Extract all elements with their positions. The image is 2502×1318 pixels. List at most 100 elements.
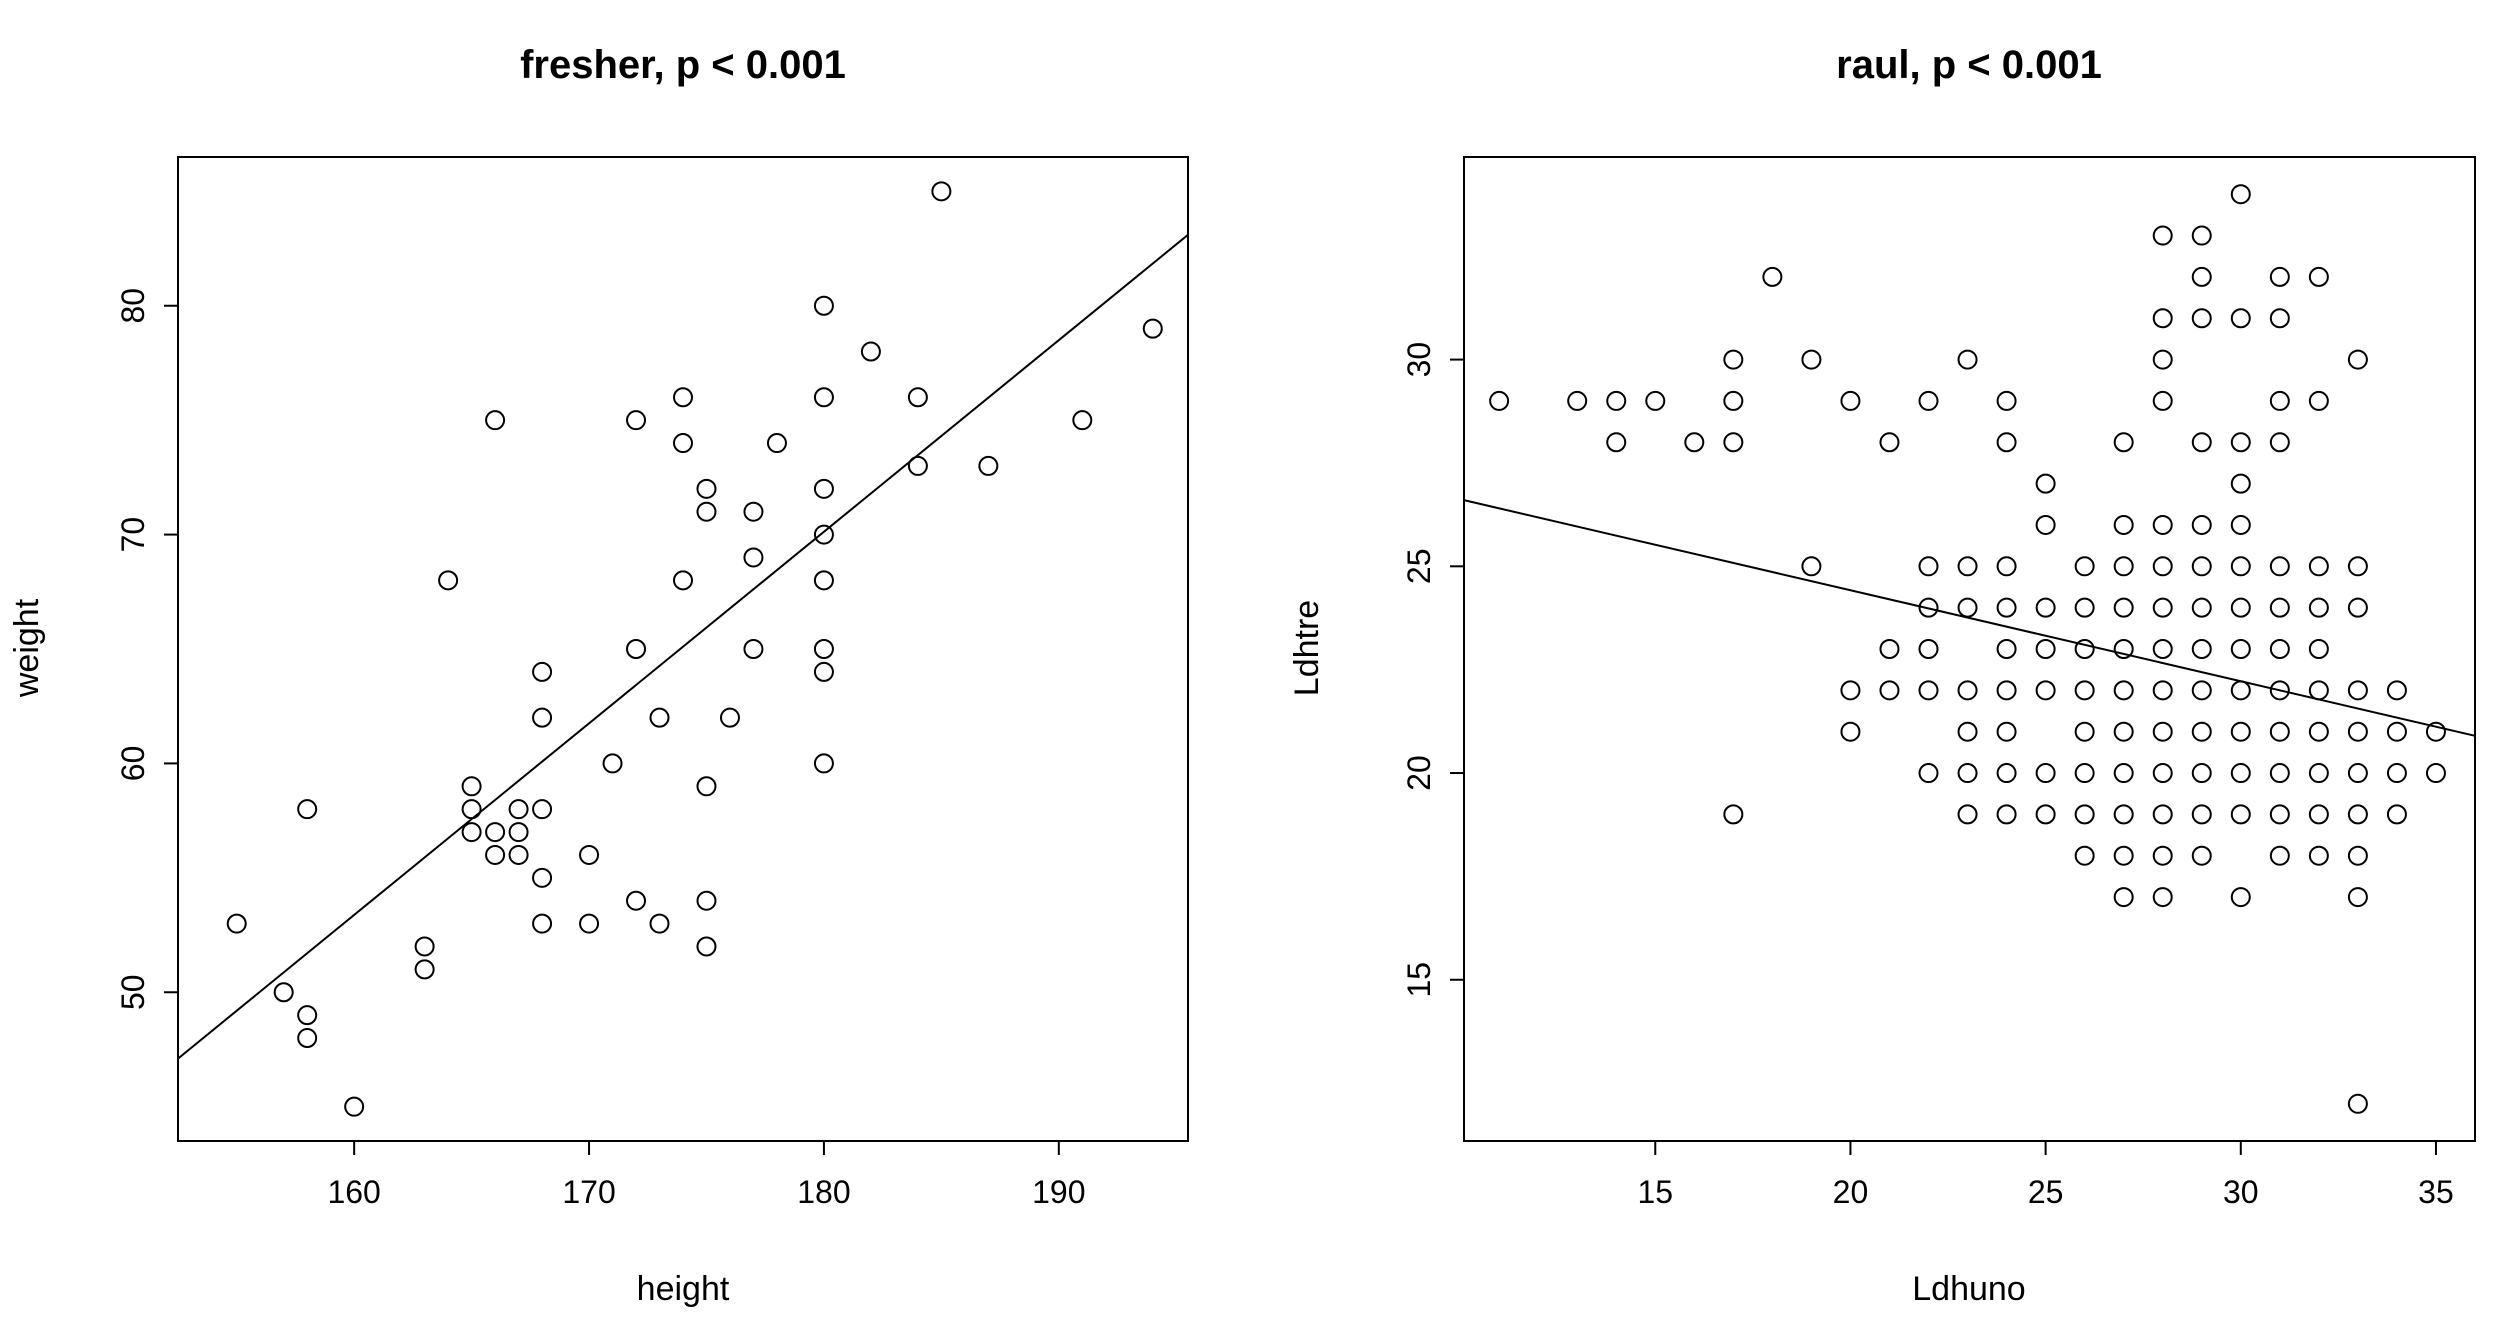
data-point <box>2191 308 2212 329</box>
data-point <box>813 570 834 591</box>
regression-line <box>1463 499 2476 737</box>
data-point <box>673 387 693 408</box>
data-point <box>2230 556 2251 577</box>
data-point <box>2113 432 2134 453</box>
data-point <box>2308 845 2329 866</box>
data-point <box>2230 763 2251 784</box>
data-point <box>532 913 553 934</box>
data-point <box>2074 597 2095 618</box>
data-point <box>508 799 529 820</box>
data-point <box>2269 804 2290 825</box>
data-point <box>2074 804 2095 825</box>
x-tick-label: 170 <box>562 1174 615 1210</box>
data-point <box>2347 680 2368 701</box>
data-point <box>2191 763 2212 784</box>
data-point <box>907 455 928 476</box>
data-point <box>860 341 881 362</box>
data-point <box>813 387 834 408</box>
data-point <box>1996 597 2017 618</box>
data-point <box>1645 390 1666 411</box>
data-point <box>2347 763 2368 784</box>
data-point <box>2152 804 2173 825</box>
data-point <box>2152 308 2173 329</box>
data-point <box>2035 639 2056 659</box>
data-point <box>532 799 553 820</box>
data-point <box>2347 721 2368 742</box>
data-point <box>1996 390 2017 411</box>
data-point <box>813 478 834 499</box>
plot-frame <box>1463 156 2476 1142</box>
data-point <box>1918 680 1939 701</box>
data-point <box>696 776 717 797</box>
data-point <box>1996 721 2017 742</box>
data-point <box>1684 432 1705 453</box>
data-point <box>508 822 529 843</box>
data-point <box>414 959 435 980</box>
data-point <box>1840 390 1861 411</box>
data-point <box>2386 721 2407 742</box>
data-point <box>2269 308 2290 329</box>
data-point <box>2269 763 2290 784</box>
data-point <box>2035 680 2056 701</box>
data-point <box>461 799 482 820</box>
data-point <box>2269 721 2290 742</box>
data-point <box>1606 432 1627 453</box>
data-point <box>1072 410 1093 431</box>
data-point <box>2074 721 2095 742</box>
data-point <box>485 410 506 431</box>
data-point <box>931 181 952 202</box>
data-point <box>2113 597 2134 618</box>
data-point <box>2347 556 2368 577</box>
y-axis-label: Ldhtre <box>1288 600 1326 696</box>
data-point <box>1142 318 1163 339</box>
data-point <box>2035 763 2056 784</box>
data-point <box>2191 680 2212 701</box>
data-point <box>743 501 764 522</box>
data-point <box>2269 432 2290 453</box>
data-point <box>2386 680 2407 701</box>
data-point <box>579 844 600 865</box>
data-point <box>2152 349 2173 370</box>
y-tick-label: 25 <box>1401 549 1437 585</box>
data-point <box>2269 266 2290 287</box>
data-point <box>2230 597 2251 618</box>
data-point <box>414 936 435 957</box>
data-point <box>508 844 529 865</box>
data-point <box>1840 721 1861 742</box>
x-tick-label: 30 <box>2223 1174 2259 1210</box>
data-point <box>2191 556 2212 577</box>
data-point <box>2347 349 2368 370</box>
data-point <box>2152 597 2173 618</box>
data-point <box>2152 887 2173 908</box>
data-point <box>2425 721 2446 742</box>
data-point <box>2113 845 2134 866</box>
y-tick-label: 60 <box>115 746 151 782</box>
data-point <box>1723 804 1744 825</box>
data-point <box>2269 597 2290 618</box>
data-point <box>344 1096 365 1117</box>
data-point <box>696 501 717 522</box>
data-point <box>2113 721 2134 742</box>
data-point <box>2191 597 2212 618</box>
data-point <box>2347 1093 2368 1114</box>
data-point <box>485 822 506 843</box>
data-point <box>2425 763 2446 784</box>
data-point <box>2347 845 2368 866</box>
data-point <box>532 867 553 888</box>
data-point <box>2230 514 2251 535</box>
data-point <box>2152 845 2173 866</box>
data-point <box>766 433 787 454</box>
data-point <box>1957 680 1978 701</box>
data-point <box>813 661 834 682</box>
data-point <box>2386 804 2407 825</box>
data-point <box>2152 556 2173 577</box>
data-point <box>626 639 647 659</box>
data-point <box>461 776 482 797</box>
data-point <box>2113 804 2134 825</box>
data-point <box>2074 763 2095 784</box>
data-point <box>532 707 553 728</box>
data-point <box>2113 680 2134 701</box>
x-tick-label: 190 <box>1032 1174 1085 1210</box>
data-point <box>2191 721 2212 742</box>
